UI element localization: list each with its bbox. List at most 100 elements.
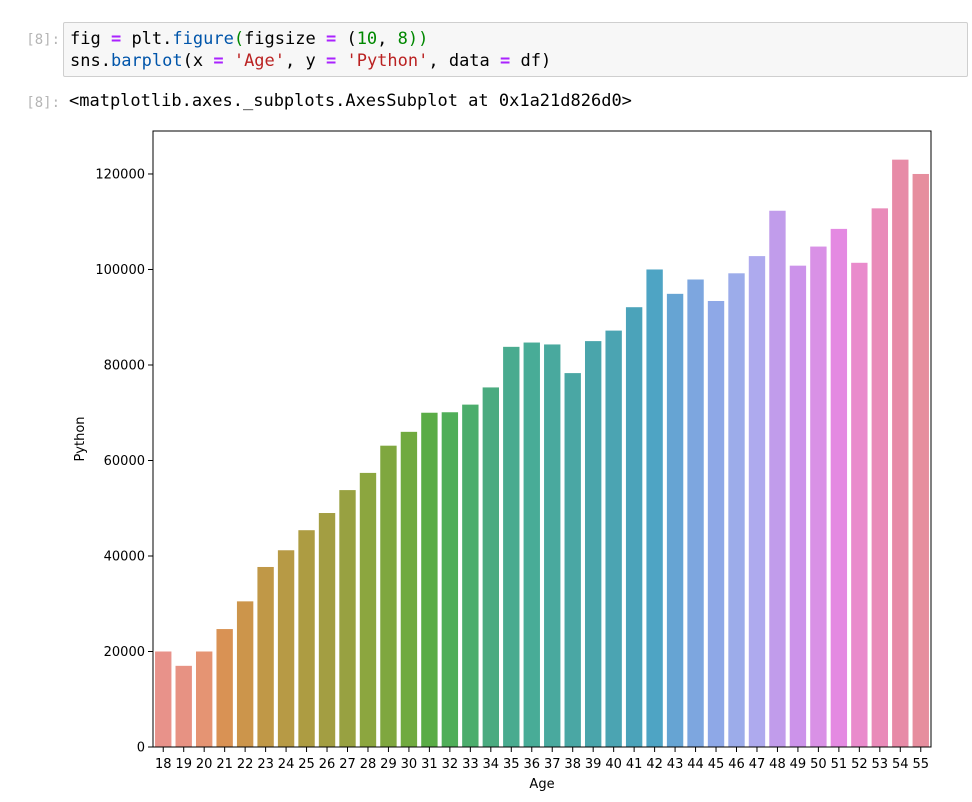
bar [482,387,500,747]
code-token: df) [510,51,552,71]
x-tick-label: 42 [646,757,663,772]
bar [810,246,827,747]
bar [257,566,274,747]
bar [544,344,561,747]
x-tick-label: 28 [360,757,377,772]
x-tick-label: 33 [462,757,479,772]
plot-frame [152,130,932,748]
code-token: )) [407,29,429,49]
bar [359,472,377,747]
bar [871,208,889,747]
x-tick-label: 24 [278,757,295,772]
bar [830,228,848,747]
y-tick-label: 0 [137,741,145,756]
y-tick-label: 100000 [95,263,145,278]
x-tick-label: 47 [749,757,766,772]
y-tick-label: 40000 [104,549,145,564]
x-tick-label: 23 [257,757,274,772]
bar [298,530,315,747]
x-tick-label: 37 [544,757,561,772]
x-tick-label: 31 [421,757,438,772]
code-token: fig [70,29,111,49]
code-token: , data [428,51,501,71]
x-tick-label: 32 [442,757,459,772]
x-tick-label: 26 [319,757,336,772]
x-tick-label: 20 [196,757,213,772]
x-tick-label: 30 [401,757,418,772]
x-tick-label: 49 [790,757,807,772]
code-token: 8 [397,29,408,49]
code-token: 10 [356,29,378,49]
x-tick-label: 40 [605,757,622,772]
bar [400,431,418,747]
x-tick-label: 27 [339,757,356,772]
x-tick-label: 51 [831,757,848,772]
code-token: 'Python' [346,51,429,71]
bar [728,273,745,747]
code-token: plt. [121,29,173,49]
bar [503,346,520,747]
bar [441,412,459,747]
bar [789,265,807,747]
code-cell[interactable]: fig = plt.figure(figsize = (10, 8)) sns.… [63,22,968,77]
code-token: 'Age' [233,51,286,71]
code-token: barplot [110,51,183,71]
x-tick-label: 43 [667,757,684,772]
x-tick-label: 54 [892,757,909,772]
input-prompt: [8]: [26,32,60,48]
code-token: = [110,29,122,49]
bar [584,341,602,747]
code-line-2: sns.barplot(x = 'Age', y = 'Python', dat… [70,51,551,71]
bar [421,412,438,747]
x-tick-label: 35 [503,757,520,772]
bar [707,300,725,747]
code-token: figure [172,29,234,49]
bar [666,293,684,747]
bar [748,256,766,747]
code-token: , y [285,51,326,71]
code-token [224,51,234,71]
output-prompt: [8]: [26,95,60,111]
code-token: = [500,51,511,71]
bar [175,665,192,747]
code-token: = [325,29,337,49]
bar [277,550,295,747]
bar [523,342,540,747]
y-tick-label: 80000 [104,358,145,373]
code-token: (x [182,51,214,71]
code-token: , [377,29,398,49]
bar [851,262,868,747]
x-tick-label: 36 [523,757,540,772]
bar [605,330,622,747]
y-axis-label: Python [73,416,88,461]
bar [564,373,581,747]
code-line-1: fig = plt.figure(figsize = (10, 8)) [70,29,428,49]
x-tick-label: 19 [175,757,192,772]
bar [195,651,213,747]
bar [646,269,663,747]
bar [462,404,479,747]
x-tick-label: 25 [298,757,315,772]
code-token: = [213,51,224,71]
x-axis-label: Age [529,777,554,792]
x-tick-label: 55 [912,757,929,772]
x-tick-label: 21 [216,757,233,772]
x-tick-label: 41 [626,757,643,772]
bar [625,307,643,747]
code-token [336,51,346,71]
x-tick-label: 22 [237,757,254,772]
code-token: = [325,51,337,71]
code-token: ( [336,29,357,49]
y-tick-label: 60000 [104,454,145,469]
x-tick-label: 34 [483,757,500,772]
x-tick-label: 39 [585,757,602,772]
x-tick-label: 18 [155,757,172,772]
bar [236,601,254,747]
x-tick-label: 45 [708,757,725,772]
bar [892,159,909,748]
bar [155,651,172,747]
code-token: sns. [70,51,111,71]
output-repr-text: <matplotlib.axes._subplots.AxesSubplot a… [69,91,632,111]
